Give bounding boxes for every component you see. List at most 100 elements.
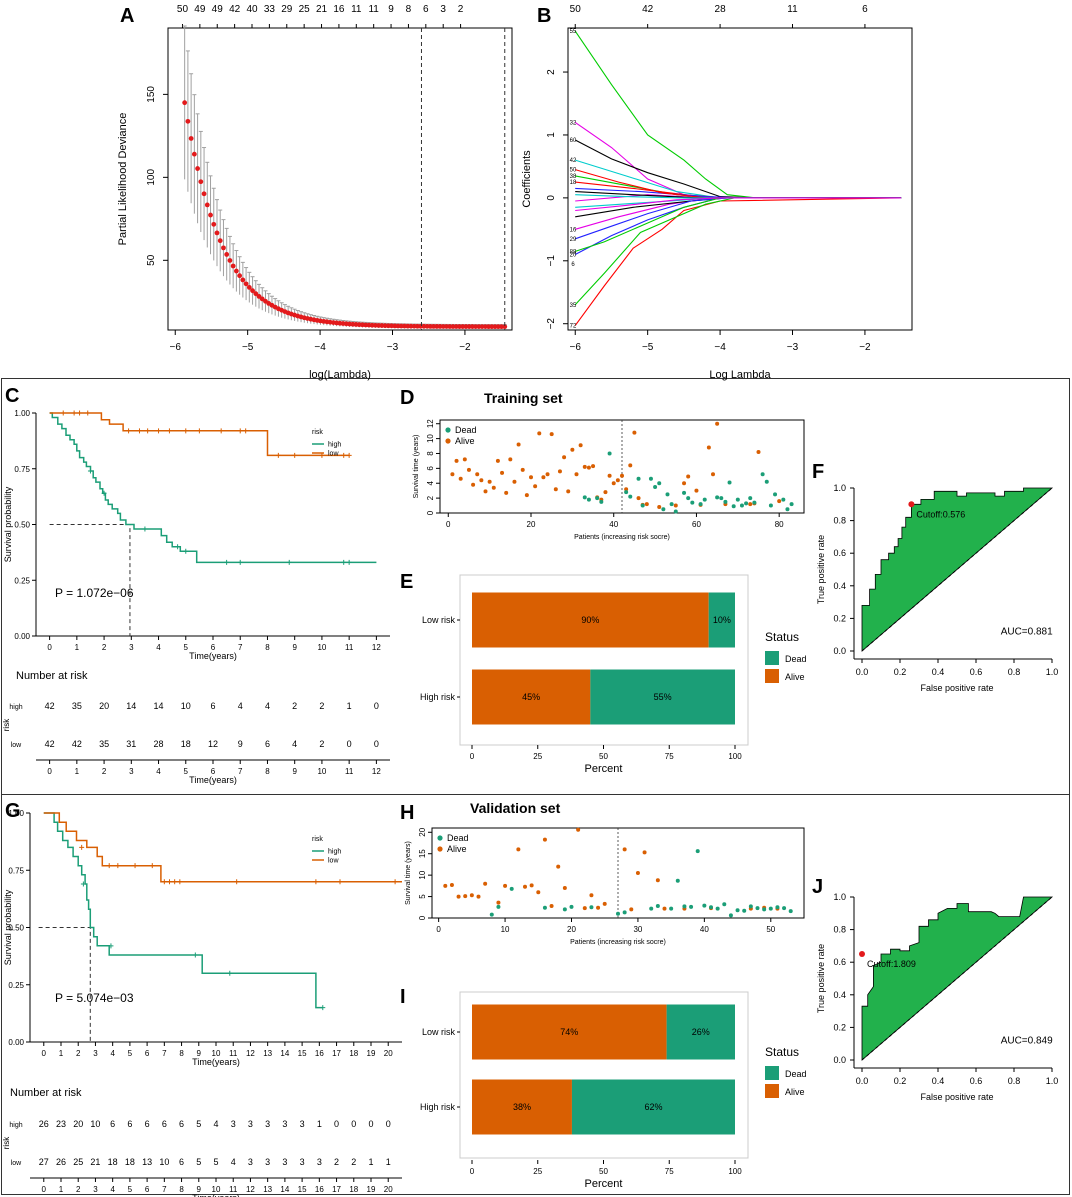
path-label: 60: [570, 138, 577, 144]
y-tick-label: 0.2: [833, 1022, 846, 1032]
km-curve-high: [43, 812, 323, 1009]
legend-swatch: [437, 846, 443, 852]
category-label: High risk: [420, 692, 456, 702]
risk-tick-label: 20: [384, 1185, 393, 1194]
x-tick-label: 8: [265, 643, 270, 652]
x-tick-label: 5: [184, 643, 189, 652]
top-tick-label: 9: [388, 4, 394, 15]
risk-tick-label: 7: [162, 1185, 167, 1194]
deviance-point: [237, 273, 243, 279]
alive-point: [469, 893, 474, 898]
x-axis-label: Log Lambda: [709, 369, 771, 381]
km-curve-high: [49, 412, 377, 564]
x-tick-label: 25: [533, 1167, 542, 1176]
dead-point: [542, 905, 547, 910]
dead-point: [599, 499, 604, 504]
risk-count: 0: [347, 739, 352, 749]
deviance-point: [256, 294, 262, 299]
alive-point: [500, 470, 505, 475]
alive-point: [524, 493, 529, 498]
x-tick-label: 50: [766, 925, 775, 934]
dead-point: [689, 904, 694, 909]
alive-point: [662, 906, 667, 911]
alive-point: [456, 894, 461, 899]
bar-label: 10%: [713, 615, 731, 625]
censor-mark: [183, 548, 189, 554]
alive-point: [578, 443, 583, 448]
dead-point: [622, 910, 627, 915]
dead-point: [762, 907, 767, 912]
dead-point: [739, 503, 744, 508]
x-tick-label: 0.2: [894, 667, 907, 677]
x-tick-label: 60: [692, 520, 701, 529]
risk-tick-label: 4: [110, 1185, 115, 1194]
alive-point: [553, 487, 558, 492]
x-tick-label: 75: [665, 1167, 674, 1176]
dead-point: [764, 479, 769, 484]
x-tick-label: 25: [533, 752, 542, 761]
risk-count: 27: [39, 1157, 49, 1167]
path-label: 72: [570, 324, 577, 330]
top-tick-label: 21: [316, 4, 328, 15]
y-tick-label: −1: [546, 255, 557, 267]
roc-training: 0.0 0.2 0.4 0.6 0.8 1.0 0.0 0.2 0.4 0.6 0.8 1.0 Fals…: [816, 483, 1058, 693]
censor-mark: [87, 468, 93, 474]
x-tick-label: 0.8: [1008, 667, 1021, 677]
deviance-point: [208, 212, 213, 218]
x-tick-label: 7: [162, 1049, 167, 1058]
x-tick-label: 10: [501, 925, 510, 934]
label-C: C: [5, 385, 19, 407]
risk-count: 0: [351, 1119, 356, 1129]
risk-count: 3: [300, 1157, 305, 1167]
top-tick-label: 42: [229, 4, 241, 15]
risk-count: 0: [374, 739, 379, 749]
dead-point: [695, 849, 700, 854]
risk-tick-label: 8: [179, 1185, 184, 1194]
risk-tick-label: 3: [93, 1185, 98, 1194]
legend-swatch: [445, 438, 451, 444]
y-tick-label: 0.8: [833, 516, 846, 526]
y-tick-label: 20: [418, 827, 427, 836]
alive-point: [483, 881, 488, 886]
dead-point: [509, 886, 514, 891]
y-axis-label: Coefficients: [521, 150, 533, 208]
validation-frame: [1, 794, 1070, 1195]
x-tick-label: −6: [170, 342, 182, 353]
risk-count: 18: [125, 1157, 135, 1167]
risk-count: 14: [154, 701, 164, 711]
label-I: I: [400, 986, 406, 1008]
risk-tick-label: 6: [145, 1185, 150, 1194]
risk-tick-label: 16: [315, 1185, 324, 1194]
dead-point: [653, 484, 658, 489]
legend-label: Dead: [455, 425, 477, 435]
x-tick-label: 75: [665, 752, 674, 761]
alive-point: [557, 469, 562, 474]
dead-point: [785, 507, 790, 512]
censor-mark: [234, 879, 240, 885]
risk-count: 12: [208, 739, 218, 749]
cutoff-point: [908, 501, 915, 508]
censor-mark: [115, 863, 121, 869]
alive-point: [777, 499, 782, 504]
risk-xlabel: Time(years): [189, 775, 237, 785]
x-tick-label: −3: [787, 342, 799, 353]
censor-mark: [80, 881, 86, 887]
y-tick-label: 0.25: [14, 576, 30, 585]
risk-tick-label: 5: [128, 1185, 133, 1194]
x-tick-label: 11: [229, 1049, 238, 1058]
x-tick-label: 4: [110, 1049, 115, 1058]
deviance-point: [227, 258, 233, 263]
risk-tick-label: 0: [42, 1185, 47, 1194]
x-tick-label: 20: [527, 520, 536, 529]
risk-tick-label: 2: [76, 1185, 81, 1194]
x-tick-label: 50: [599, 1167, 608, 1176]
x-tick-label: 0.2: [894, 1076, 907, 1086]
dead-point: [781, 497, 786, 502]
risk-tick-label: 3: [129, 767, 134, 776]
y-tick-label: 2: [546, 69, 557, 75]
y-tick-label: 10: [418, 870, 427, 879]
risk-count: 42: [45, 739, 55, 749]
censor-mark: [161, 879, 167, 885]
y-axis-label: Survival probability: [3, 889, 13, 965]
y-tick-label: 100: [146, 169, 157, 186]
